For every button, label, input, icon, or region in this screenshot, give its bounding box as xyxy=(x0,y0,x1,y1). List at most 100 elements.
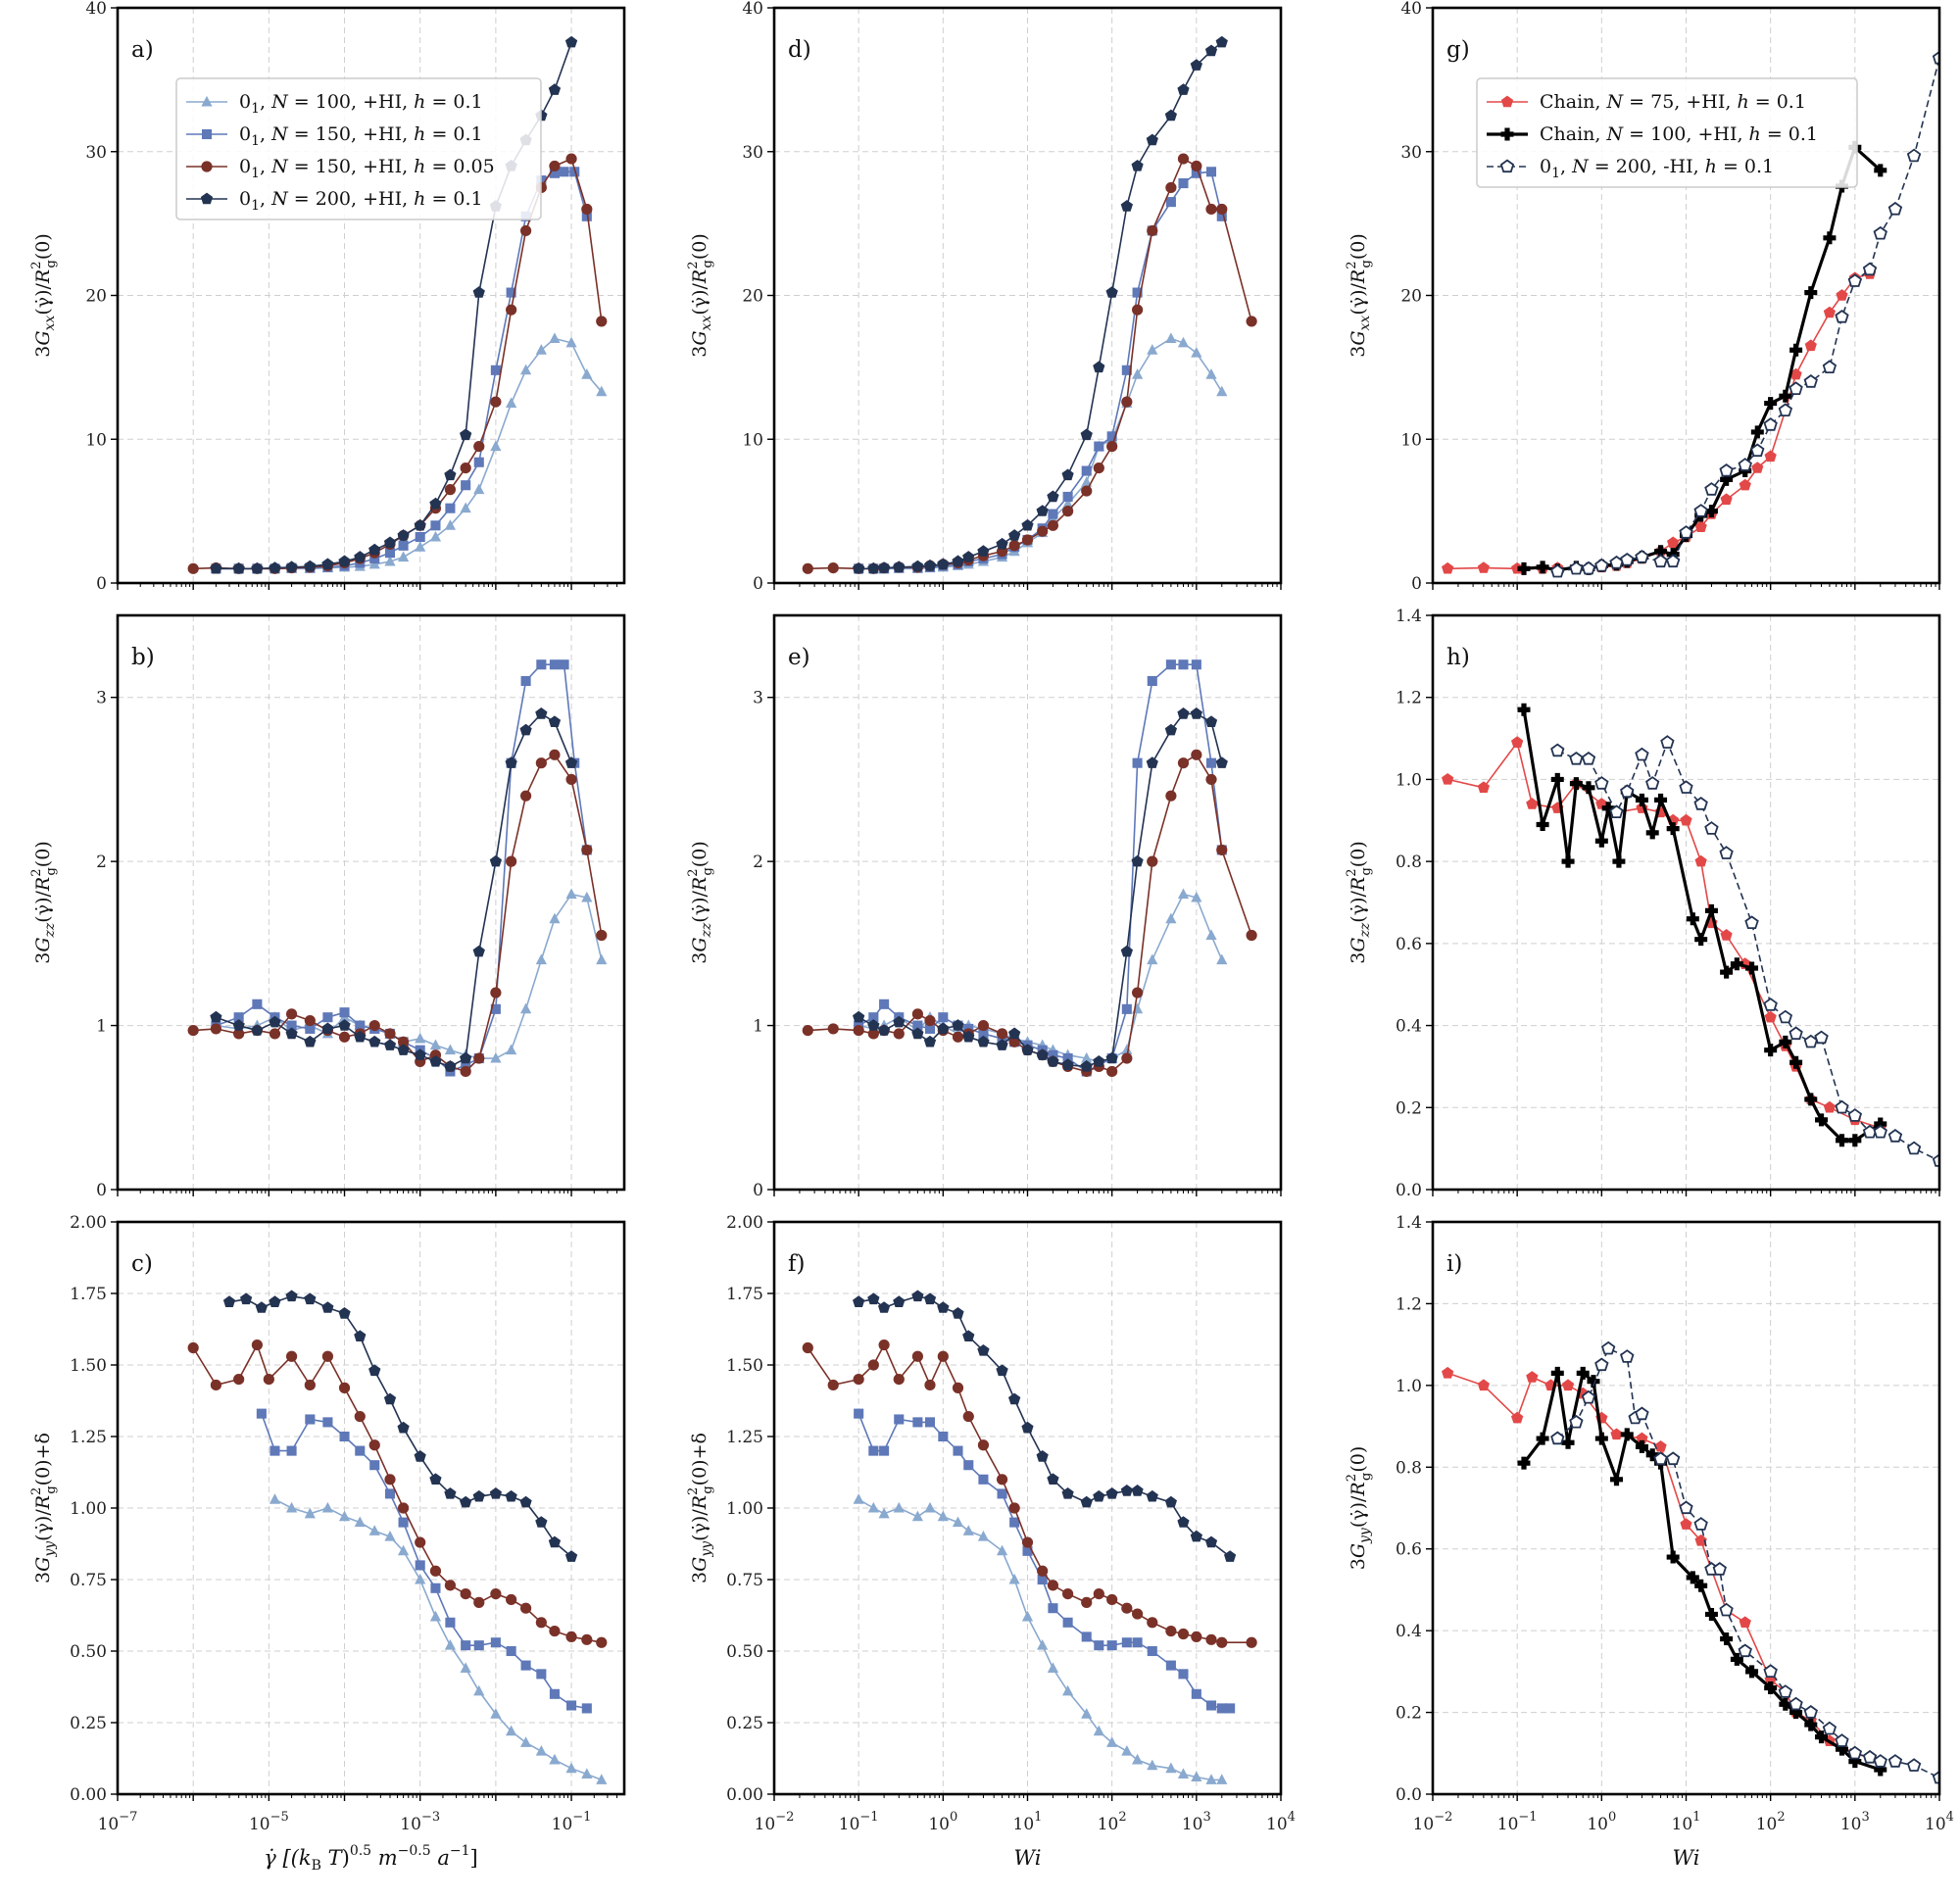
data-point xyxy=(1477,561,1490,573)
data-point xyxy=(1062,498,1074,509)
data-point xyxy=(924,1417,936,1428)
data-point xyxy=(868,1445,879,1456)
data-point xyxy=(1177,888,1190,900)
data-point xyxy=(368,1364,381,1377)
data-point xyxy=(1788,1026,1803,1041)
data-point xyxy=(490,987,502,999)
data-point xyxy=(1704,903,1718,917)
data-point xyxy=(1582,781,1595,795)
data-point xyxy=(952,1031,964,1043)
data-point xyxy=(461,1059,471,1070)
data-point xyxy=(1165,197,1176,208)
legend-entry: 01, N = 200, -HI, h = 0.1 xyxy=(1540,156,1774,181)
data-point xyxy=(1062,1588,1074,1600)
data-point xyxy=(397,1502,410,1514)
y-axis-label: 3Gzz(γ̇)/R2g(0) xyxy=(29,841,59,963)
data-point xyxy=(1635,1439,1648,1453)
data-point xyxy=(1177,757,1190,769)
data-point xyxy=(1216,1703,1227,1714)
data-point xyxy=(1177,83,1190,95)
data-point xyxy=(1517,561,1531,575)
data-point xyxy=(460,1495,472,1508)
data-point xyxy=(397,1036,410,1047)
data-point xyxy=(1106,1065,1118,1078)
y-tick-label: 10 xyxy=(85,430,107,450)
data-point xyxy=(1680,813,1692,826)
y-axis-label: 3Gzz(γ̇)/R2g(0) xyxy=(686,841,715,963)
data-point xyxy=(1177,1628,1190,1640)
data-point xyxy=(429,1055,442,1067)
data-point xyxy=(1720,472,1734,486)
data-point xyxy=(1132,757,1143,768)
data-point xyxy=(1204,44,1218,57)
y-tick-label: 30 xyxy=(1400,143,1422,163)
y-tick-label: 1.4 xyxy=(1396,1213,1422,1233)
data-point xyxy=(1719,846,1734,859)
data-point xyxy=(473,1052,485,1064)
panel-b: 0 1 2 3 b) 3Gzz(γ̇)/R2g(0) xyxy=(29,613,626,1200)
data-point xyxy=(923,1292,937,1305)
data-point xyxy=(1177,1768,1190,1779)
data-point xyxy=(1536,560,1549,574)
panel-i: 0.0 0.2 0.4 0.6 0.8 1.0 1.2 1.4 10−2 10−1 100 101 10… xyxy=(1345,1213,1954,1870)
data-point xyxy=(1216,203,1228,216)
data-point xyxy=(240,1292,253,1305)
data-point xyxy=(1874,1763,1887,1777)
data-point xyxy=(1739,478,1751,491)
data-point xyxy=(415,1536,426,1548)
y-tick-label: 0.0 xyxy=(1396,1181,1422,1200)
data-point xyxy=(490,1708,502,1719)
data-point xyxy=(1147,1617,1158,1629)
data-point xyxy=(1778,1684,1793,1698)
panel-e: 0 1 2 3 e) 3Gzz(γ̇)/R2g(0) xyxy=(686,613,1283,1200)
data-point xyxy=(321,558,334,570)
data-point xyxy=(232,561,245,574)
data-point xyxy=(1164,1495,1177,1508)
data-point xyxy=(1620,1428,1634,1441)
data-point xyxy=(952,1307,964,1319)
data-point xyxy=(519,364,532,375)
data-point xyxy=(1178,177,1189,189)
y-tick-label: 1.2 xyxy=(1396,1294,1422,1314)
data-point xyxy=(1008,1027,1021,1040)
data-point xyxy=(1601,802,1615,815)
data-point xyxy=(1778,403,1793,417)
data-point xyxy=(286,1445,297,1456)
data-point xyxy=(1081,465,1092,476)
data-point xyxy=(565,888,577,900)
data-point xyxy=(1847,273,1863,287)
data-point xyxy=(338,1510,351,1522)
data-point xyxy=(1594,1357,1609,1372)
data-point xyxy=(1009,1517,1020,1528)
data-point xyxy=(354,1030,367,1043)
legend-marker xyxy=(1500,95,1514,108)
data-point xyxy=(1609,804,1624,818)
data-point xyxy=(1205,1700,1217,1711)
y-tick-label: 40 xyxy=(85,0,107,19)
data-point xyxy=(937,1022,950,1035)
data-point xyxy=(429,530,442,542)
data-point xyxy=(368,1019,380,1032)
y-tick-label: 0 xyxy=(1411,574,1422,594)
data-point xyxy=(354,1410,366,1423)
data-point xyxy=(1569,1414,1584,1429)
panel-d: 0 10 20 30 40 d) 3Gxx(γ̇)/R2g(0) xyxy=(686,0,1283,594)
data-point xyxy=(996,537,1008,550)
y-tick-label: 0.8 xyxy=(1396,1458,1422,1478)
data-point xyxy=(1080,428,1093,441)
data-point xyxy=(1906,148,1922,163)
data-point xyxy=(1526,1371,1539,1383)
data-point xyxy=(548,715,562,727)
data-point xyxy=(506,1593,517,1606)
x-tick-label: 104 xyxy=(1266,1810,1296,1834)
data-point xyxy=(1581,560,1596,575)
data-point xyxy=(354,551,367,562)
data-point xyxy=(1048,1049,1058,1060)
data-point xyxy=(519,1736,532,1747)
data-point xyxy=(473,457,484,467)
data-point xyxy=(893,1501,905,1513)
data-point xyxy=(1165,1660,1176,1671)
data-point xyxy=(1106,1640,1117,1651)
data-point xyxy=(1146,133,1158,146)
data-point xyxy=(1442,561,1454,574)
